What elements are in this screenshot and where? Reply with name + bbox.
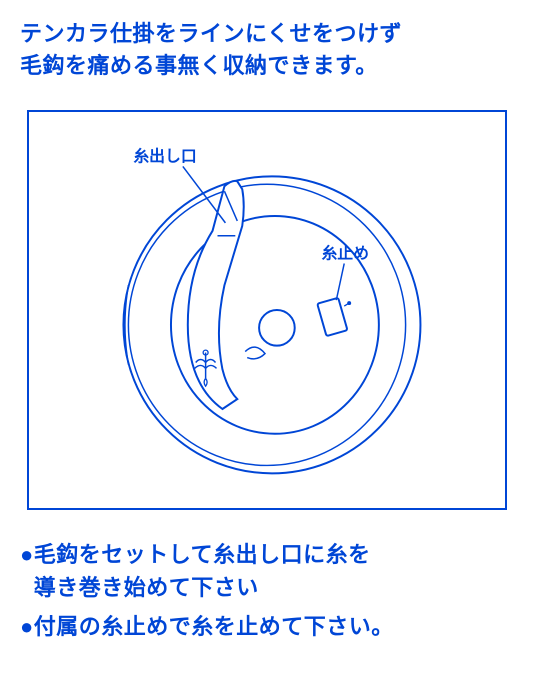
bullet-list: ● 毛鈎をセットして糸出し口に糸を 導き巻き始めて下さい ● 付属の糸止めで糸を… [20,538,513,643]
headline: テンカラ仕掛をラインにくせをつけず 毛鈎を痛める事無く収納できます。 [20,18,513,82]
bullet-mark: ● [20,538,34,604]
bullet-1: ● 毛鈎をセットして糸出し口に糸を 導き巻き始めて下さい [20,538,513,604]
bullet-2-text: 付属の糸止めで糸を止めて下さい。 [34,610,513,643]
bullet-mark: ● [20,610,34,643]
thread-stopper [317,298,347,336]
headline-line1: テンカラ仕掛をラインにくせをつけず [20,18,513,50]
bullet-2: ● 付属の糸止めで糸を止めて下さい。 [20,610,513,643]
label-outlet: 糸出し口 [133,146,196,165]
diagram-frame: 糸出し口 糸止め [27,110,507,510]
spool-outer-rim [123,176,420,473]
label-outlet-leader [182,166,225,222]
bullet-1-text: 毛鈎をセットして糸出し口に糸を 導き巻き始めて下さい [34,538,513,604]
spool-diagram: 糸出し口 糸止め [29,112,505,508]
spool-hub [259,310,295,346]
label-stopper-leader [336,263,344,300]
label-stopper: 糸止め [321,243,369,262]
headline-line2: 毛鈎を痛める事無く収納できます。 [20,50,513,82]
line-knot [245,347,265,359]
